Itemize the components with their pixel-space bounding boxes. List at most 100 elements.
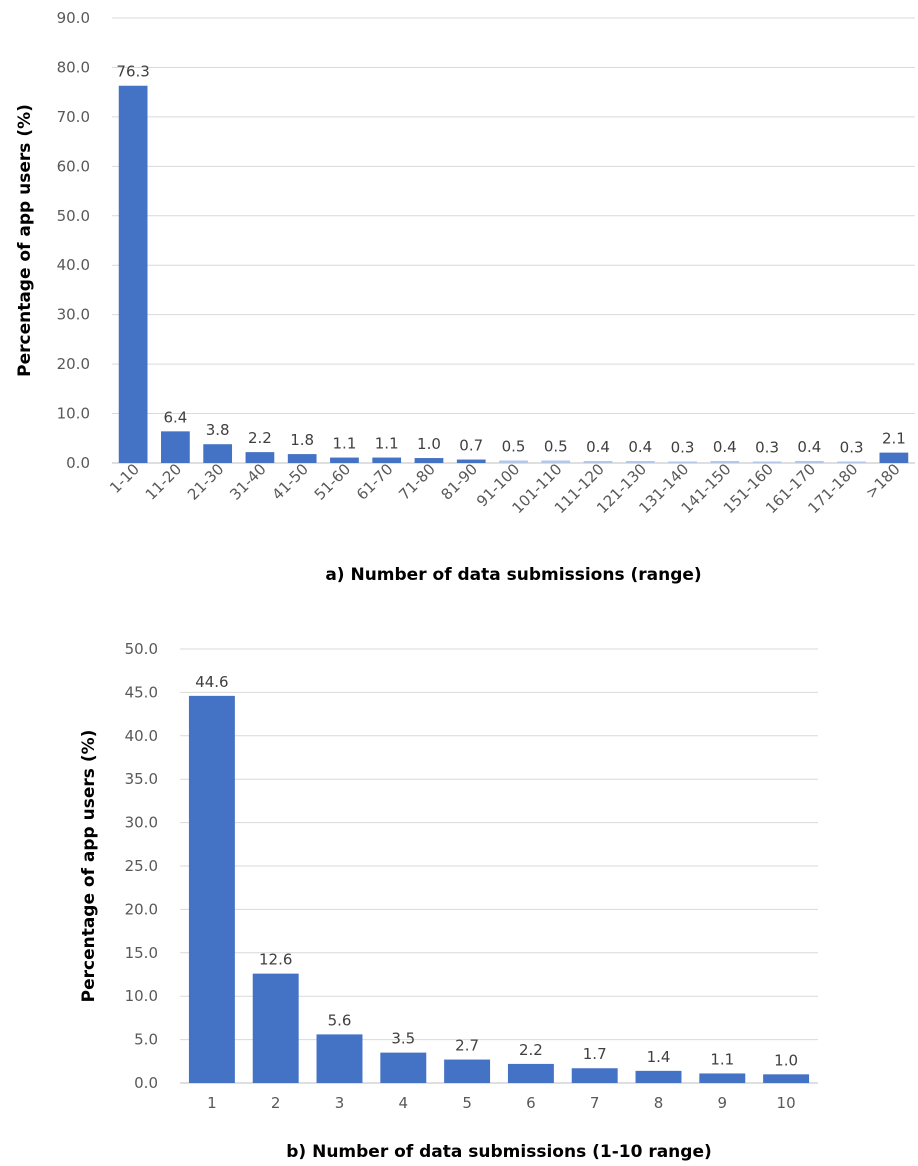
bar-a-2 bbox=[203, 444, 233, 463]
data-label-a-17: 0.3 bbox=[840, 439, 864, 457]
data-label-a-15: 0.3 bbox=[755, 439, 779, 457]
data-label-b-2: 5.6 bbox=[328, 1011, 352, 1029]
bar-a-6 bbox=[372, 457, 402, 463]
y-tick-label-a-5: 50.0 bbox=[57, 207, 90, 225]
data-label-a-3: 2.2 bbox=[248, 429, 272, 447]
y-tick-label-a-2: 20.0 bbox=[57, 355, 90, 373]
y-tick-label-b-3: 15.0 bbox=[125, 944, 158, 962]
bar-b-9 bbox=[763, 1074, 810, 1083]
y-tick-label-a-8: 80.0 bbox=[57, 58, 90, 76]
x-tick-label-a-3: 31-40 bbox=[226, 460, 270, 504]
y-tick-label-b-0: 0.0 bbox=[134, 1074, 158, 1092]
y-tick-label-b-6: 30.0 bbox=[125, 814, 158, 832]
bar-a-17 bbox=[837, 461, 866, 463]
bar-a-16 bbox=[794, 461, 824, 463]
x-tick-label-a-0: 1-10 bbox=[106, 460, 143, 497]
x-tick-label-b-0: 1 bbox=[207, 1094, 217, 1112]
bar-b-6 bbox=[571, 1068, 618, 1083]
y-tick-label-b-8: 40.0 bbox=[125, 727, 158, 745]
bar-a-12 bbox=[625, 461, 655, 463]
chart-b-svg: 0.0 5.0 10.0 15.0 20.0 25.0 30.0 35.0 40.0 45.0 50… bbox=[79, 640, 818, 1162]
data-label-a-1: 6.4 bbox=[163, 408, 187, 426]
x-tick-label-b-2: 3 bbox=[335, 1094, 345, 1112]
data-label-a-10: 0.5 bbox=[544, 438, 568, 456]
data-label-b-5: 2.2 bbox=[519, 1041, 543, 1059]
data-label-a-5: 1.1 bbox=[333, 435, 357, 453]
bar-a-7 bbox=[414, 458, 444, 463]
x-tick-label-a-1: 11-20 bbox=[142, 460, 186, 504]
data-label-a-12: 0.4 bbox=[628, 438, 652, 456]
bar-a-14 bbox=[710, 461, 740, 463]
data-label-a-9: 0.5 bbox=[502, 438, 526, 456]
x-tick-label-a-4: 41-50 bbox=[268, 460, 312, 504]
bar-b-0 bbox=[188, 695, 235, 1083]
bar-a-3 bbox=[245, 452, 275, 463]
x-tick-label-b-5: 6 bbox=[526, 1094, 536, 1112]
x-tick-label-b-4: 5 bbox=[462, 1094, 472, 1112]
chart-b: 0.0 5.0 10.0 15.0 20.0 25.0 30.0 35.0 40.0 45.0 50… bbox=[0, 630, 918, 1166]
y-tick-label-a-3: 30.0 bbox=[57, 306, 90, 324]
data-label-a-0: 76.3 bbox=[116, 63, 149, 81]
y-tick-label-a-7: 70.0 bbox=[57, 108, 90, 126]
data-label-a-11: 0.4 bbox=[586, 438, 610, 456]
data-label-a-2: 3.8 bbox=[206, 421, 230, 439]
data-label-a-18: 2.1 bbox=[882, 430, 906, 448]
bar-b-2 bbox=[316, 1034, 363, 1083]
x-tick-label-b-7: 8 bbox=[654, 1094, 664, 1112]
y-tick-label-a-0: 0.0 bbox=[66, 454, 90, 472]
bar-b-3 bbox=[380, 1052, 427, 1083]
data-label-b-6: 1.7 bbox=[583, 1045, 607, 1063]
y-axis-title-b: Percentage of app users (%) bbox=[79, 730, 99, 1003]
bar-a-8 bbox=[456, 459, 486, 463]
data-label-a-6: 1.1 bbox=[375, 435, 399, 453]
data-label-b-8: 1.1 bbox=[710, 1050, 734, 1068]
data-label-a-7: 1.0 bbox=[417, 435, 441, 453]
y-tick-label-b-9: 45.0 bbox=[125, 683, 158, 701]
bar-a-5 bbox=[330, 457, 359, 463]
bar-b-7 bbox=[635, 1070, 682, 1083]
bar-a-11 bbox=[583, 461, 613, 463]
bar-b-1 bbox=[252, 973, 299, 1083]
bar-b-5 bbox=[507, 1063, 554, 1083]
bar-a-10 bbox=[541, 460, 571, 463]
chart-a: 0.0 10.0 20.0 30.0 40.0 50.0 60.0 70.0 80.0 90.0 7… bbox=[15, 9, 915, 585]
bar-b-4 bbox=[444, 1059, 491, 1083]
data-label-a-16: 0.4 bbox=[797, 438, 821, 456]
y-tick-label-b-2: 10.0 bbox=[125, 987, 158, 1005]
data-label-b-4: 2.7 bbox=[455, 1037, 479, 1055]
x-tick-label-a-6: 61-70 bbox=[353, 460, 397, 504]
bar-a-15 bbox=[752, 461, 782, 463]
y-tick-label-b-4: 20.0 bbox=[125, 900, 158, 918]
y-tick-label-a-9: 90.0 bbox=[57, 9, 90, 27]
x-axis-title-b: b) Number of data submissions (1-10 rang… bbox=[286, 1142, 712, 1162]
x-tick-label-a-18: >180 bbox=[862, 460, 904, 502]
bar-a-4 bbox=[287, 454, 317, 463]
bar-a-1 bbox=[161, 431, 190, 463]
y-tick-label-b-7: 35.0 bbox=[125, 770, 158, 788]
y-axis-title-a: Percentage of app users (%) bbox=[15, 104, 35, 377]
bar-a-0 bbox=[118, 85, 148, 463]
y-tick-label-b-10: 50.0 bbox=[125, 640, 158, 658]
x-tick-label-b-6: 7 bbox=[590, 1094, 600, 1112]
y-tick-label-a-6: 60.0 bbox=[57, 157, 90, 175]
x-tick-label-a-7: 71-80 bbox=[395, 460, 439, 504]
x-tick-label-b-8: 9 bbox=[718, 1094, 728, 1112]
data-label-b-0: 44.6 bbox=[195, 673, 228, 691]
x-axis-title-a: a) Number of data submissions (range) bbox=[325, 565, 701, 585]
data-label-a-14: 0.4 bbox=[713, 438, 737, 456]
x-tick-label-a-5: 51-60 bbox=[311, 460, 355, 504]
data-label-a-13: 0.3 bbox=[671, 439, 695, 457]
data-label-b-3: 3.5 bbox=[391, 1030, 415, 1048]
x-tick-label-b-3: 4 bbox=[399, 1094, 409, 1112]
bar-a-9 bbox=[499, 460, 528, 463]
data-label-b-9: 1.0 bbox=[774, 1051, 798, 1069]
chart-a-svg: 0.0 10.0 20.0 30.0 40.0 50.0 60.0 70.0 80.0 90.0 7… bbox=[15, 9, 915, 585]
bar-b-8 bbox=[699, 1073, 746, 1083]
data-label-a-8: 0.7 bbox=[459, 437, 483, 455]
x-tick-label-a-2: 21-30 bbox=[184, 460, 228, 504]
bar-a-18 bbox=[879, 452, 909, 463]
x-tick-label-b-1: 2 bbox=[271, 1094, 281, 1112]
data-label-a-4: 1.8 bbox=[290, 431, 314, 449]
y-tick-label-a-1: 10.0 bbox=[57, 405, 90, 423]
y-tick-label-b-5: 25.0 bbox=[125, 857, 158, 875]
